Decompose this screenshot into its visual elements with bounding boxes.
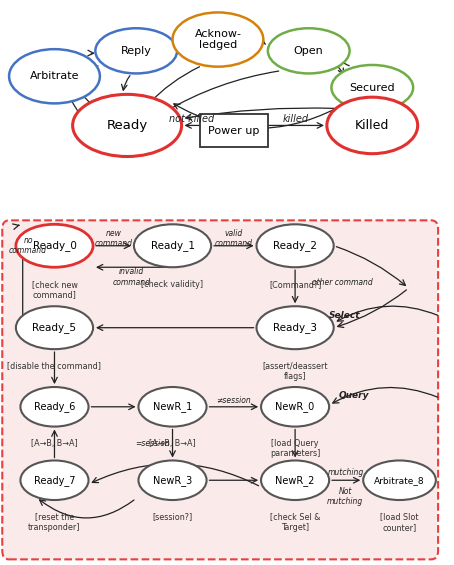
Text: Secured: Secured <box>350 82 395 93</box>
Text: [reset the
transponder]: [reset the transponder] <box>28 512 81 532</box>
Ellipse shape <box>261 460 329 500</box>
Text: Query: Query <box>339 391 370 400</box>
Ellipse shape <box>138 387 207 427</box>
Text: Arbitrate: Arbitrate <box>30 71 79 81</box>
Ellipse shape <box>261 387 329 427</box>
Text: Ready_5: Ready_5 <box>33 322 76 333</box>
Ellipse shape <box>331 65 413 110</box>
Text: [load Query
parameters]: [load Query parameters] <box>270 439 320 458</box>
Text: Not
mutching: Not mutching <box>327 487 363 506</box>
Ellipse shape <box>16 224 93 267</box>
Ellipse shape <box>173 12 263 67</box>
Text: no
command: no command <box>9 236 47 255</box>
Text: killed: killed <box>283 114 309 124</box>
Text: [session?]: [session?] <box>153 512 192 521</box>
FancyBboxPatch shape <box>2 220 438 559</box>
Text: Arbitrate_8: Arbitrate_8 <box>374 476 425 485</box>
Text: invalid
command: invalid command <box>113 267 151 286</box>
Text: NewR_3: NewR_3 <box>153 475 192 486</box>
Text: NewR_1: NewR_1 <box>153 401 192 412</box>
Text: not killed: not killed <box>169 114 214 124</box>
Text: [disable the command]: [disable the command] <box>7 362 102 371</box>
Text: mutching: mutching <box>328 468 364 477</box>
Text: Ready_1: Ready_1 <box>151 240 194 251</box>
Text: Killed: Killed <box>355 119 390 132</box>
Text: NewR_2: NewR_2 <box>276 475 315 486</box>
Ellipse shape <box>9 49 100 103</box>
Text: [check validity]: [check validity] <box>142 280 203 289</box>
Text: Reply: Reply <box>121 46 152 56</box>
Ellipse shape <box>257 224 334 267</box>
Ellipse shape <box>134 224 211 267</box>
Text: other command: other command <box>311 278 372 287</box>
Text: [load Slot
counter]: [load Slot counter] <box>380 512 419 532</box>
Ellipse shape <box>363 460 436 500</box>
Text: Power up: Power up <box>208 125 260 136</box>
Text: Ready_3: Ready_3 <box>273 322 317 333</box>
Text: Open: Open <box>294 46 324 56</box>
Text: Acknow-
ledged: Acknow- ledged <box>194 29 242 50</box>
Text: Ready_6: Ready_6 <box>34 401 75 412</box>
Ellipse shape <box>73 94 182 157</box>
Text: valid
command: valid command <box>215 229 253 248</box>
Text: [Command?]: [Command?] <box>269 280 321 289</box>
Text: [assert/deassert
flags]: [assert/deassert flags] <box>262 362 328 381</box>
Text: Ready: Ready <box>107 119 148 132</box>
Text: Ready_2: Ready_2 <box>273 240 317 251</box>
Ellipse shape <box>20 460 89 500</box>
Text: [A→B, B→A]: [A→B, B→A] <box>31 439 78 448</box>
Ellipse shape <box>327 97 418 154</box>
Text: ≠session: ≠session <box>217 396 251 405</box>
Ellipse shape <box>16 306 93 349</box>
Ellipse shape <box>138 460 207 500</box>
Ellipse shape <box>95 28 177 73</box>
Text: [check new
command]: [check new command] <box>31 280 78 299</box>
Text: =session: =session <box>135 439 169 448</box>
Text: Ready_7: Ready_7 <box>34 475 75 486</box>
Ellipse shape <box>268 28 350 73</box>
Ellipse shape <box>20 387 89 427</box>
Text: [check Sel &
Target]: [check Sel & Target] <box>270 512 321 532</box>
Text: [A→B, B→A]: [A→B, B→A] <box>149 439 196 448</box>
Text: Select: Select <box>329 311 361 320</box>
Text: Ready_0: Ready_0 <box>33 240 76 251</box>
Text: NewR_0: NewR_0 <box>276 401 315 412</box>
FancyBboxPatch shape <box>200 114 268 147</box>
Text: new
command: new command <box>94 229 133 248</box>
Ellipse shape <box>257 306 334 349</box>
